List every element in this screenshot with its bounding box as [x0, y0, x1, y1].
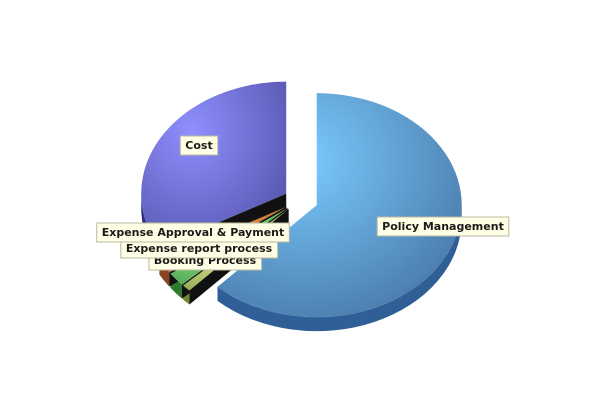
slice-label-expense-approval-payment: Expense Approval & Payment [96, 222, 290, 243]
slice-label-policy-management: Policy Management [376, 216, 510, 237]
slice-label-text: Expense Approval & Payment [102, 226, 285, 239]
slice-label-box [179, 135, 219, 156]
pie-tops [141, 81, 462, 318]
pie-slice-policy-management [217, 93, 462, 318]
slice-label-expense-report-process: Expense report process [120, 238, 279, 259]
pie-slice-cost [141, 81, 287, 248]
slice-label-text: Policy Management [382, 220, 504, 233]
pie-side-policy-management [217, 205, 462, 332]
slice-label-cost: Cost [179, 135, 219, 156]
slice-label-box [96, 222, 290, 243]
slice-label-text: Expense report process [126, 242, 273, 255]
slice-label-box [376, 216, 510, 237]
slice-label-text: Cost [185, 139, 212, 152]
